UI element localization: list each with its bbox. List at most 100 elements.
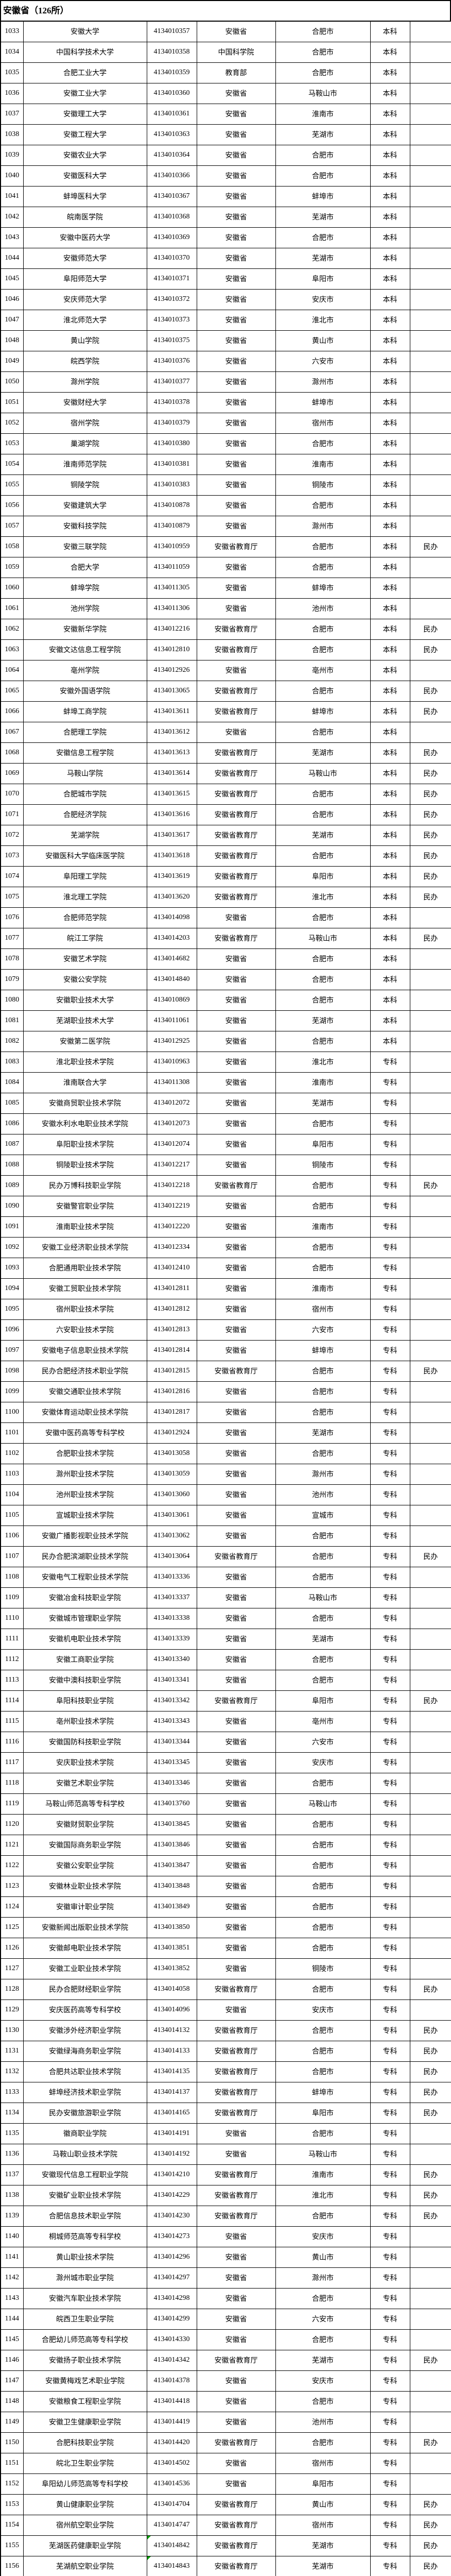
note-cell: 民办 [409, 1978, 451, 2000]
code-cell: 4134013616 [146, 804, 197, 825]
school-name-cell: 宿州学院 [23, 412, 147, 434]
level-cell: 专科 [370, 1587, 410, 1608]
table-row: 1130 安徽涉外经济职业学院 4134014132 安徽省教育厅 合肥市 专科 民办 [0, 2020, 451, 2041]
level-cell: 专科 [370, 1195, 410, 1217]
code-cell: 4134011061 [146, 1010, 197, 1031]
level-cell: 本科 [370, 680, 410, 702]
level-cell: 专科 [370, 1958, 410, 1979]
department-cell: 安徽省 [196, 124, 276, 145]
level-cell: 本科 [370, 639, 410, 660]
seq-cell: 1113 [0, 1669, 24, 1691]
level-cell: 本科 [370, 556, 410, 578]
seq-cell: 1122 [0, 1855, 24, 1876]
table-row: 1095 宿州职业技术学院 4134012812 安徽省 宿州市 专科 [0, 1298, 451, 1320]
note-cell [409, 1896, 451, 1918]
table-row: 1154 宿州航空职业学院 4134014747 安徽省教育厅 宿州市 专科 民办 [0, 2514, 451, 2536]
school-name-cell: 安徽中医药高等专科学校 [23, 1422, 147, 1444]
table-row: 1051 安徽财经大学 4134010378 安徽省 蚌埠市 本科 [0, 392, 451, 413]
city-cell: 淮北市 [275, 1051, 371, 1073]
level-cell: 专科 [370, 2473, 410, 2495]
note-cell [409, 1154, 451, 1176]
note-cell: 民办 [409, 927, 451, 949]
seq-cell: 1151 [0, 2452, 24, 2474]
table-row: 1110 安徽城市管理职业学院 4134013338 安徽省 合肥市 专科 [0, 1607, 451, 1629]
department-cell: 安徽省教育厅 [196, 2184, 276, 2206]
note-cell [409, 907, 451, 928]
level-cell: 专科 [370, 2102, 410, 2124]
level-cell: 本科 [370, 701, 410, 722]
level-cell: 本科 [370, 1010, 410, 1031]
note-cell [409, 1834, 451, 1856]
table-row: 1148 安徽粮食工程职业学院 4134014418 安徽省 合肥市 专科 [0, 2391, 451, 2412]
school-name-cell: 安徽邮电职业技术学院 [23, 1937, 147, 1959]
seq-cell: 1119 [0, 1793, 24, 1815]
city-cell: 合肥市 [275, 2329, 371, 2350]
code-cell: 4134014419 [146, 2411, 197, 2433]
note-cell [409, 392, 451, 413]
school-name-cell: 宣城职业技术学院 [23, 1504, 147, 1526]
note-cell [409, 577, 451, 599]
city-cell: 六安市 [275, 2308, 371, 2330]
department-cell: 安徽省 [196, 577, 276, 599]
school-name-cell: 合肥城市学院 [23, 783, 147, 805]
table-row: 1104 池州职业技术学院 4134013060 安徽省 池州市 专科 [0, 1484, 451, 1505]
table-row: 1073 安徽医科大学临床医学院 4134013618 安徽省教育厅 合肥市 本科 民办 [0, 845, 451, 867]
table-row: 1087 阜阳职业技术学院 4134012074 安徽省 阜阳市 专科 [0, 1133, 451, 1155]
department-cell: 安徽省教育厅 [196, 2102, 276, 2124]
level-cell: 本科 [370, 268, 410, 290]
department-cell: 安徽省 [196, 1072, 276, 1093]
level-cell: 专科 [370, 1814, 410, 1835]
code-cell: 4134010373 [146, 309, 197, 331]
city-cell: 马鞍山市 [275, 82, 371, 104]
note-cell [409, 1875, 451, 1897]
city-cell: 蚌埠市 [275, 392, 371, 413]
department-cell: 安徽省 [196, 1257, 276, 1279]
level-cell: 专科 [370, 2370, 410, 2392]
table-row: 1102 合肥职业技术学院 4134013058 安徽省 合肥市 专科 [0, 1443, 451, 1464]
school-name-cell: 桐城师范高等专科学校 [23, 2226, 147, 2247]
note-cell: 民办 [409, 2040, 451, 2062]
school-name-cell: 安徽新闻出版职业技术学院 [23, 1917, 147, 1938]
school-name-cell: 芜湖航空职业学院 [23, 2555, 147, 2576]
seq-cell: 1037 [0, 103, 24, 125]
school-name-cell: 安徽冶金科技职业学院 [23, 1587, 147, 1608]
seq-cell: 1116 [0, 1731, 24, 1753]
city-cell: 合肥市 [275, 2287, 371, 2309]
note-cell [409, 1710, 451, 1732]
seq-cell: 1148 [0, 2391, 24, 2412]
table-row: 1112 安徽工商职业学院 4134013340 安徽省 合肥市 专科 [0, 1649, 451, 1670]
code-cell: 4134012074 [146, 1133, 197, 1155]
code-cell: 4134010383 [146, 474, 197, 496]
department-cell: 安徽省教育厅 [196, 2020, 276, 2041]
department-cell: 安徽省 [196, 2329, 276, 2350]
note-cell [409, 2143, 451, 2165]
note-cell [409, 103, 451, 125]
seq-cell: 1048 [0, 330, 24, 351]
seq-cell: 1099 [0, 1381, 24, 1402]
department-cell: 安徽省 [196, 309, 276, 331]
department-cell: 安徽省 [196, 1216, 276, 1238]
level-cell: 专科 [370, 1154, 410, 1176]
department-cell: 安徽省 [196, 1010, 276, 1031]
code-cell: 4134014096 [146, 1999, 197, 2021]
school-name-cell: 安徽财经大学 [23, 392, 147, 413]
note-cell: 民办 [409, 762, 451, 784]
city-cell: 阜阳市 [275, 268, 371, 290]
note-cell [409, 2329, 451, 2350]
table-row: 1121 安徽国际商务职业学院 4134013846 安徽省 合肥市 专科 [0, 1834, 451, 1856]
seq-cell: 1105 [0, 1504, 24, 1526]
seq-cell: 1045 [0, 268, 24, 290]
city-cell: 芜湖市 [275, 742, 371, 764]
note-cell [409, 453, 451, 475]
city-cell: 芜湖市 [275, 1628, 371, 1650]
seq-cell: 1123 [0, 1875, 24, 1897]
level-cell: 本科 [370, 659, 410, 681]
note-cell: 民办 [409, 2061, 451, 2082]
table-row: 1082 安徽第二医学院 4134012925 安徽省 合肥市 本科 [0, 1030, 451, 1052]
level-cell: 本科 [370, 577, 410, 599]
seq-cell: 1115 [0, 1710, 24, 1732]
school-name-cell: 合肥工业大学 [23, 62, 147, 83]
school-name-cell: 淮北师范大学 [23, 309, 147, 331]
city-cell: 黄山市 [275, 2494, 371, 2515]
city-cell: 芜湖市 [275, 124, 371, 145]
